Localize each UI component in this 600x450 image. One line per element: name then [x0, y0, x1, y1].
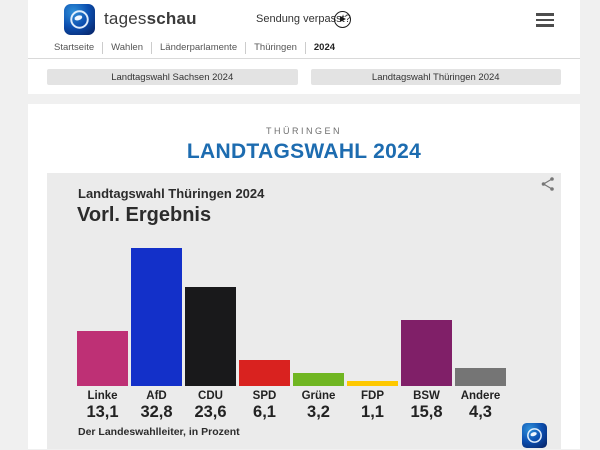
party-value: 1,1	[361, 403, 384, 421]
bar-afd	[131, 248, 182, 386]
tagesschau-globe-icon	[64, 4, 95, 35]
tab-landtagswahl-sachsen[interactable]: Landtagswahl Sachsen 2024	[47, 69, 298, 85]
party-value: 6,1	[253, 403, 276, 421]
region-eyebrow: THÜRINGEN	[266, 126, 342, 136]
party-label: SPD	[252, 390, 277, 402]
party-value-row: 13,1 32,8 23,6 6,1 3,2 1,1 15,8 4,3	[77, 403, 506, 422]
party-value: 15,8	[410, 403, 443, 421]
party-label: AfD	[146, 390, 167, 402]
party-label: FDP	[361, 390, 384, 402]
menu-icon[interactable]	[536, 13, 554, 30]
party-value: 4,3	[469, 403, 492, 421]
party-label: Linke	[87, 390, 118, 402]
breadcrumb-thueringen[interactable]: Thüringen	[245, 42, 305, 54]
breadcrumb-2024[interactable]: 2024	[304, 42, 343, 54]
page-title: LANDTAGSWAHL 2024	[186, 140, 422, 163]
bar-bsw	[401, 319, 452, 386]
party-value: 13,1	[86, 403, 119, 421]
party-label: CDU	[198, 390, 223, 402]
breadcrumb: Startseite Wahlen Länderparlamente Thüri…	[54, 42, 343, 54]
bar-grüne	[293, 372, 344, 386]
main-content: THÜRINGEN LANDTAGSWAHL 2024 Landtagswahl…	[28, 104, 580, 449]
bar-spd	[239, 360, 290, 386]
breadcrumb-startseite[interactable]: Startseite	[54, 42, 95, 53]
bar-linke	[77, 330, 128, 386]
tagesschau-logo[interactable]	[64, 4, 95, 35]
play-icon[interactable]	[334, 11, 351, 28]
tab-landtagswahl-thueringen[interactable]: Landtagswahl Thüringen 2024	[310, 69, 561, 85]
brand-wordmark[interactable]: tagesschau	[104, 9, 197, 29]
election-tabs: Landtagswahl Sachsen 2024 Landtagswahl T…	[28, 59, 580, 94]
bar-andere	[455, 367, 506, 386]
brand-regular: tages	[104, 9, 147, 28]
bar-fdp	[347, 381, 398, 386]
bar-row	[77, 248, 506, 386]
result-chart-card: Landtagswahl Thüringen 2024 Vorl. Ergebn…	[47, 173, 561, 449]
party-label: Grüne	[301, 390, 336, 402]
breadcrumb-laenderparlamente[interactable]: Länderparlamente	[151, 42, 245, 54]
party-label-row: Linke AfD CDU SPD Grüne FDP BSW Andere	[77, 390, 506, 402]
sendung-verpasst-link[interactable]: Sendung verpasst?	[256, 13, 351, 25]
chart-source: Der Landeswahlleiter, in Prozent	[78, 426, 240, 438]
party-label: Andere	[460, 390, 501, 402]
site-header: tagesschau Sendung verpasst? Startseite …	[28, 0, 580, 59]
party-value: 23,6	[194, 403, 227, 421]
party-label: BSW	[413, 390, 440, 402]
bar-chart: Linke AfD CDU SPD Grüne FDP BSW Andere 13,1 32,8…	[77, 248, 506, 422]
party-value: 3,2	[307, 403, 330, 421]
breadcrumb-wahlen[interactable]: Wahlen	[102, 42, 151, 54]
section-divider	[0, 94, 600, 104]
share-icon[interactable]	[540, 176, 556, 192]
chart-subtitle: Landtagswahl Thüringen 2024	[78, 186, 265, 201]
party-value: 32,8	[140, 403, 173, 421]
brand-bold: schau	[146, 9, 197, 28]
chart-title: Vorl. Ergebnis	[77, 204, 212, 226]
tagesschau-watermark-icon	[522, 423, 547, 448]
bar-cdu	[185, 286, 236, 386]
